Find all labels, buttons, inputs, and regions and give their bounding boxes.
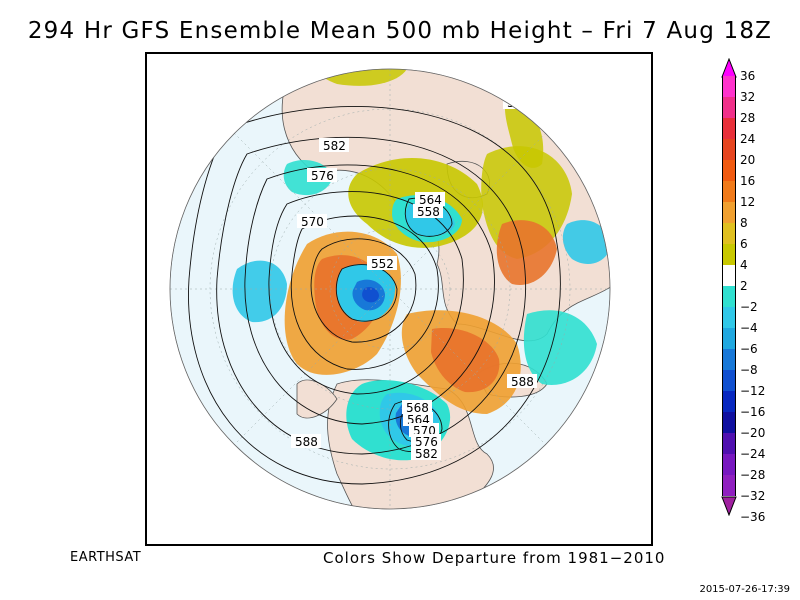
colorbar-cell — [722, 118, 736, 139]
caption: Colors Show Departure from 1981−2010 — [323, 549, 666, 567]
contour-label-text: 576 — [415, 435, 438, 449]
contour-label-8: 568 — [402, 400, 432, 415]
colorbar-cell — [722, 391, 736, 412]
colorbar-cell — [722, 454, 736, 475]
colorbar-top-arrow — [721, 58, 737, 78]
colorbar-cell — [722, 475, 736, 496]
contour-label-text: 588 — [511, 375, 534, 389]
colorbar-label: −28 — [740, 468, 766, 482]
contour-label-2: 576 — [307, 168, 337, 183]
contour-label-11: 576 — [411, 434, 441, 449]
positive-anomaly-northeast — [504, 94, 544, 168]
strong-positive-anomaly-europe — [496, 220, 557, 285]
colorbar-label: 6 — [740, 237, 748, 251]
colorbar: 36 32 28 24 20 16 12 8 6 4 2 −2 −4 −6 −8 −12 −16 −20 −24 −2… — [712, 58, 800, 544]
negative-anomaly-east — [562, 220, 610, 264]
colorbar-cell — [722, 349, 736, 370]
timestamp: 2015-07-26-17:39 — [699, 584, 790, 595]
colorbar-label: 12 — [740, 195, 756, 209]
contour-label-text: 552 — [371, 257, 394, 271]
contour-label-1: 582 — [319, 138, 349, 153]
colorbar-label: 8 — [740, 216, 748, 230]
colorbar-label: −8 — [740, 363, 758, 377]
colorbar-label: 4 — [740, 258, 748, 272]
contour-label-text: 588 — [295, 435, 318, 449]
negative-anomaly-atlantic — [523, 310, 597, 385]
contour-label-6: 552 — [367, 256, 397, 271]
colorbar-cell — [722, 76, 736, 97]
colorbar-cell — [722, 433, 736, 454]
contour-label-4: 564 — [415, 192, 445, 207]
polar-map: 588 582 576 570 564 558 552 588 568 564 … — [145, 52, 653, 546]
map-title: 294 Hr GFS Ensemble Mean 500 mb Height –… — [27, 18, 773, 44]
contour-label-text: 582 — [415, 447, 438, 461]
colorbar-cell — [722, 265, 736, 286]
contour-label-0: 588 — [503, 95, 533, 110]
colorbar-label: −32 — [740, 489, 766, 503]
colorbar-cell — [722, 202, 736, 223]
colorbar-label: 36 — [740, 69, 756, 83]
hemisphere-outline — [169, 68, 611, 510]
colorbar-label: 28 — [740, 111, 756, 125]
contour-label-12: 582 — [411, 446, 441, 461]
colorbar-cell — [722, 370, 736, 391]
source-label: EARTHSAT — [70, 550, 142, 565]
colorbar-label: 20 — [740, 153, 756, 167]
contour-label-text: 558 — [417, 205, 440, 219]
polar-map-svg: 588 582 576 570 564 558 552 588 568 564 … — [169, 68, 611, 510]
colorbar-cell — [722, 181, 736, 202]
colorbar-bottom-arrow — [721, 496, 737, 516]
contour-label-text: 576 — [311, 169, 334, 183]
contour-label-text: 570 — [301, 215, 324, 229]
contour-label-5: 558 — [413, 204, 443, 219]
colorbar-label: 16 — [740, 174, 756, 188]
colorbar-cell — [722, 286, 736, 307]
contour-label-text: 588 — [507, 96, 530, 110]
contour-label-3: 570 — [297, 214, 327, 229]
contour-labels: 588 582 576 570 564 558 552 588 568 564 … — [291, 95, 537, 461]
colorbar-label: −36 — [740, 510, 766, 524]
colorbar-label: −12 — [740, 384, 766, 398]
colorbar-cell — [722, 160, 736, 181]
contour-558 — [310, 238, 417, 343]
colorbar-label: −20 — [740, 426, 766, 440]
colorbar-label: 32 — [740, 90, 756, 104]
contour-588 — [188, 106, 561, 485]
contour-label-text: 582 — [323, 139, 346, 153]
colorbar-cell — [722, 244, 736, 265]
colorbar-cell — [722, 307, 736, 328]
contour-564 — [290, 215, 439, 370]
core-negative-anomaly — [362, 287, 379, 303]
contour-label-text: 564 — [419, 193, 442, 207]
colorbar-label: −2 — [740, 300, 758, 314]
contour-label-13: 588 — [291, 434, 321, 449]
contour-label-7: 588 — [507, 374, 537, 389]
strong-positive-anomaly-greenland — [431, 328, 500, 393]
contour-570 — [268, 191, 464, 395]
colorbar-cell — [722, 139, 736, 160]
colorbar-label: 2 — [740, 279, 748, 293]
colorbar-cell — [722, 97, 736, 118]
colorbar-label: 24 — [740, 132, 756, 146]
contour-label-text: 568 — [406, 401, 429, 415]
colorbar-label: −6 — [740, 342, 758, 356]
colorbar-label: −24 — [740, 447, 766, 461]
colorbar-label: −16 — [740, 405, 766, 419]
meridian-line — [233, 132, 547, 446]
colorbar-cell — [722, 223, 736, 244]
colorbar-cell — [722, 328, 736, 349]
colorbar-label: −4 — [740, 321, 758, 335]
colorbar-cell — [722, 412, 736, 433]
